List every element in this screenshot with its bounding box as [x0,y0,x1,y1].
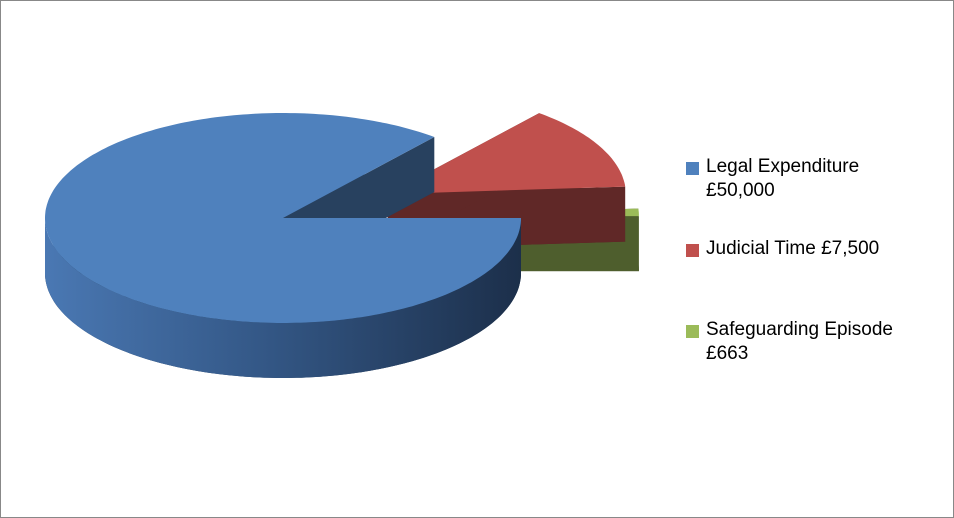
slice [45,113,521,323]
legend-swatch [686,244,699,257]
slice-side [45,218,521,378]
slice [387,113,626,195]
legend-label: Judicial Time £7,500 [706,238,880,259]
legend-swatch [686,325,699,338]
legend-label: Legal Expenditure £50,000 [706,156,860,201]
legend-label: Safeguarding Episode £663 [706,319,893,364]
legend-swatch [686,162,699,175]
